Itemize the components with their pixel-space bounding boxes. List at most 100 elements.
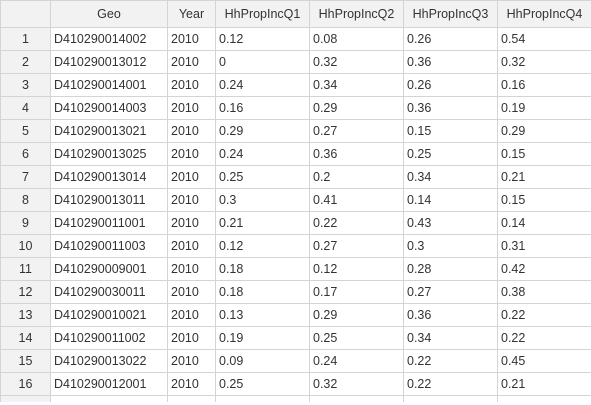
table-row[interactable]: 11 D410290009001 2010 0.18 0.12 0.28 0.42 [0, 257, 591, 281]
cell-q3[interactable]: 0.15 [403, 119, 498, 143]
table-row[interactable]: 12 D410290030011 2010 0.18 0.17 0.27 0.38 [0, 280, 591, 304]
column-header-q1[interactable]: HhPropIncQ1 [215, 0, 310, 28]
table-row[interactable]: 6 D410290013025 2010 0.24 0.36 0.25 0.15 [0, 142, 591, 166]
table-row[interactable]: 9 D410290011001 2010 0.21 0.22 0.43 0.14 [0, 211, 591, 235]
column-header-geo[interactable]: Geo [50, 0, 168, 28]
table-row[interactable]: 1 D410290014002 2010 0.12 0.08 0.26 0.54 [0, 27, 591, 51]
table-row[interactable]: 15 D410290013022 2010 0.09 0.24 0.22 0.45 [0, 349, 591, 373]
cell-q1[interactable]: 0.18 [215, 280, 310, 304]
cell-year[interactable]: 2010 [167, 211, 216, 235]
cell-q3[interactable]: 0.25 [403, 142, 498, 166]
table-row[interactable]: 2 D410290013012 2010 0 0.32 0.36 0.32 [0, 50, 591, 74]
cell-q4[interactable]: 0.19 [497, 96, 591, 120]
cell-q4[interactable]: 0.54 [497, 27, 591, 51]
cell-q2[interactable]: 0.41 [309, 188, 404, 212]
row-number[interactable]: 15 [0, 349, 51, 373]
row-number[interactable]: 5 [0, 119, 51, 143]
row-number[interactable]: 2 [0, 50, 51, 74]
column-header-q4[interactable]: HhPropIncQ4 [497, 0, 591, 28]
cell-year[interactable]: 2010 [167, 280, 216, 304]
cell-q4[interactable]: 0.42 [497, 257, 591, 281]
cell-q1[interactable]: 0.24 [215, 73, 310, 97]
cell-geo[interactable]: D410290013021 [50, 119, 168, 143]
cell-q1[interactable]: 0.12 [215, 27, 310, 51]
cell-q4[interactable]: 0.21 [497, 372, 591, 396]
cell-geo[interactable]: D410290013014 [50, 165, 168, 189]
table-row[interactable]: 16 D410290012001 2010 0.25 0.32 0.22 0.21 [0, 372, 591, 396]
cell-q3[interactable]: 0.22 [403, 349, 498, 373]
cell-geo[interactable]: D410290011002 [50, 326, 168, 350]
cell-q4[interactable]: 0.15 [497, 188, 591, 212]
cell-q2[interactable]: 0.17 [309, 280, 404, 304]
cell-q4[interactable]: 0.38 [497, 280, 591, 304]
cell-year[interactable]: 2010 [167, 349, 216, 373]
table-row[interactable]: 5 D410290013021 2010 0.29 0.27 0.15 0.29 [0, 119, 591, 143]
row-number[interactable]: 14 [0, 326, 51, 350]
cell-q2[interactable]: 0.24 [309, 349, 404, 373]
cell-q2[interactable]: 0.32 [309, 50, 404, 74]
cell-q3[interactable]: 0.26 [403, 73, 498, 97]
cell-q4[interactable]: 0.29 [497, 119, 591, 143]
table-row[interactable]: 10 D410290011003 2010 0.12 0.27 0.3 0.31 [0, 234, 591, 258]
cell-year[interactable]: 2010 [167, 27, 216, 51]
cell-geo[interactable]: D410290012001 [50, 372, 168, 396]
cell-q4[interactable]: 0.22 [497, 303, 591, 327]
cell-q4[interactable]: 0.21 [497, 165, 591, 189]
cell-year[interactable]: 2010 [167, 165, 216, 189]
row-number[interactable]: 4 [0, 96, 51, 120]
cell-year[interactable]: 2010 [167, 73, 216, 97]
cell-geo[interactable]: D410290014003 [50, 96, 168, 120]
cell-q2[interactable]: 0.27 [309, 119, 404, 143]
cell-q1[interactable]: 0.16 [215, 96, 310, 120]
cell-q4[interactable]: 0.14 [497, 211, 591, 235]
cell-q3[interactable]: 0.27 [403, 280, 498, 304]
cell-q3[interactable]: 0.34 [403, 326, 498, 350]
cell-q3[interactable]: 0.26 [403, 27, 498, 51]
row-number[interactable]: 13 [0, 303, 51, 327]
cell-q2[interactable]: 0.36 [309, 142, 404, 166]
cell-q2[interactable]: 0.08 [309, 27, 404, 51]
cell-geo[interactable]: D410290014002 [50, 27, 168, 51]
cell-geo[interactable]: D410290013025 [50, 142, 168, 166]
cell-q1[interactable]: 0.12 [215, 234, 310, 258]
cell-q2[interactable]: 0.29 [309, 303, 404, 327]
cell-q3[interactable]: 0.3 [403, 234, 498, 258]
cell-q4[interactable]: 0.16 [497, 73, 591, 97]
cell-q2[interactable]: 0.12 [309, 257, 404, 281]
cell-q1[interactable]: 0.24 [215, 142, 310, 166]
row-number[interactable]: 7 [0, 165, 51, 189]
cell-q4[interactable]: 0.32 [497, 50, 591, 74]
column-header-q3[interactable]: HhPropIncQ3 [403, 0, 498, 28]
row-number[interactable]: 12 [0, 280, 51, 304]
cell-year[interactable]: 2010 [167, 234, 216, 258]
cell-year[interactable]: 2010 [167, 326, 216, 350]
cell-q1[interactable]: 0.3 [215, 188, 310, 212]
cell-q1[interactable]: 0.19 [215, 326, 310, 350]
corner-cell[interactable] [0, 0, 51, 28]
cell-q2[interactable]: 0.22 [309, 211, 404, 235]
cell-geo[interactable]: D410290009001 [50, 257, 168, 281]
column-header-q2[interactable]: HhPropIncQ2 [309, 0, 404, 28]
cell-q1[interactable]: 0.18 [215, 257, 310, 281]
cell-geo[interactable]: D410290011003 [50, 234, 168, 258]
cell-q4[interactable]: 0.15 [497, 142, 591, 166]
cell-geo[interactable]: D410290013022 [50, 349, 168, 373]
table-row[interactable]: 13 D410290010021 2010 0.13 0.29 0.36 0.22 [0, 303, 591, 327]
cell-q3[interactable]: 0.34 [403, 165, 498, 189]
cell-q3[interactable]: 0.22 [403, 372, 498, 396]
cell-year[interactable]: 2010 [167, 188, 216, 212]
table-row[interactable]: 4 D410290014003 2010 0.16 0.29 0.36 0.19 [0, 96, 591, 120]
cell-geo[interactable]: D410290011001 [50, 211, 168, 235]
table-row[interactable]: 8 D410290013011 2010 0.3 0.41 0.14 0.15 [0, 188, 591, 212]
row-number[interactable]: 10 [0, 234, 51, 258]
cell-geo[interactable]: D410290013011 [50, 188, 168, 212]
row-number[interactable]: 3 [0, 73, 51, 97]
cell-year[interactable]: 2010 [167, 303, 216, 327]
table-row[interactable]: 7 D410290013014 2010 0.25 0.2 0.34 0.21 [0, 165, 591, 189]
cell-q4[interactable]: 0.31 [497, 234, 591, 258]
cell-q1[interactable]: 0 [215, 50, 310, 74]
row-number[interactable]: 16 [0, 372, 51, 396]
cell-q2[interactable]: 0.29 [309, 96, 404, 120]
cell-q2[interactable]: 0.27 [309, 234, 404, 258]
cell-q3[interactable]: 0.36 [403, 50, 498, 74]
